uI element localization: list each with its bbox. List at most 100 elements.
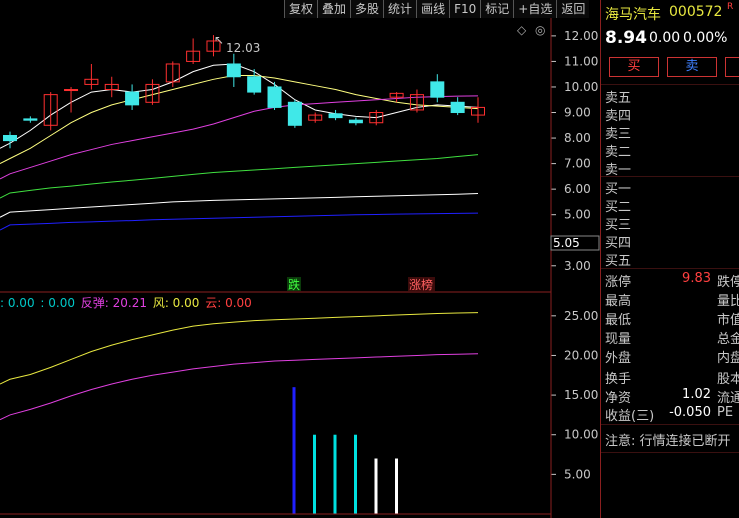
ob-buy-level: 买一 <box>605 182 632 197</box>
diamond-icon[interactable]: ◇ <box>517 23 527 37</box>
toolbar-button-3[interactable]: 统计 <box>383 0 417 18</box>
price-tick-label: 11.00 <box>564 54 598 68</box>
candle-body <box>247 76 262 93</box>
candle-body <box>104 83 119 91</box>
fall-event-label: 跌 <box>288 277 300 292</box>
settings-icon[interactable]: ◎ <box>535 23 545 37</box>
candle-body <box>389 92 404 98</box>
indicator-tick-label: 25.00 <box>564 309 598 323</box>
quote-label: 最低 <box>605 313 632 328</box>
quote-value: 1.02 <box>682 387 711 402</box>
candle-body <box>409 94 424 111</box>
toolbar-button-7[interactable]: +自选 <box>513 0 557 18</box>
candle-body <box>267 86 282 108</box>
candle-body <box>186 50 201 62</box>
legend-item-1: : 0.00 <box>40 296 79 310</box>
indicator-legend: 走: 0.00 : 0.00 反弹: 20.21 风: 0.00 云: 0.00 <box>0 294 252 311</box>
toolbar-button-0[interactable]: 复权 <box>284 0 318 18</box>
buy-button[interactable]: 买 <box>609 57 659 77</box>
current-price-label: 5.05 <box>553 236 580 250</box>
indicator-line <box>0 312 479 385</box>
kline-chart-area[interactable]: 12.0011.0010.009.008.007.006.005.003.00 … <box>0 0 600 518</box>
quote-label: 现量 <box>605 332 632 347</box>
current-price-box <box>550 235 600 251</box>
candle-body <box>3 135 17 142</box>
toolbar-button-8[interactable]: 返回 <box>556 0 590 18</box>
candle-body <box>287 101 302 126</box>
quote-label-secondary: 股本 <box>717 372 739 387</box>
toolbar-button-5[interactable]: F10 <box>449 0 481 18</box>
quote-label: 涨停 <box>605 275 632 290</box>
quote-label-secondary: 量比 <box>717 294 739 309</box>
high-price-label: 12.03 <box>226 41 260 55</box>
ob-buy-level: 买四 <box>605 236 632 251</box>
moving-average-line <box>0 192 479 218</box>
stock-name: 海马汽车 <box>605 7 661 23</box>
ob-buy-level: 买三 <box>605 218 632 233</box>
legend-item-0: 走: 0.00 <box>0 296 35 310</box>
candle-body <box>450 101 465 114</box>
moving-average-line <box>0 95 479 180</box>
candlestick-series <box>3 35 485 149</box>
ob-sell-level: 卖五 <box>605 91 632 106</box>
quote-label-secondary: 市值 <box>717 313 739 328</box>
candle-body <box>308 114 323 121</box>
limit-up-event-tag[interactable] <box>408 277 435 291</box>
quote-label: 外盘 <box>605 351 632 366</box>
price-tick-label: 3.00 <box>564 259 591 273</box>
indicator-bars <box>292 387 398 514</box>
indicator-tick-label: 5.00 <box>564 467 591 481</box>
indicator-axis: 25.00 20.00 15.00 10.00 5.00 <box>551 309 598 481</box>
ob-sell-level: 卖二 <box>605 145 632 160</box>
candle-body <box>348 119 363 124</box>
toolbar-button-4[interactable]: 画线 <box>416 0 450 18</box>
toolbar-button-2[interactable]: 多股 <box>350 0 384 18</box>
quote-label: 净资 <box>605 391 632 406</box>
indicator-bar <box>395 458 398 514</box>
candle-body <box>84 78 99 85</box>
ob-sell-level: 卖四 <box>605 109 632 124</box>
candle-body <box>43 94 58 126</box>
price-tick-label: 10.00 <box>564 80 598 94</box>
toolbar-button-1[interactable]: 叠加 <box>317 0 351 18</box>
indicator-tick-label: 20.00 <box>564 348 598 362</box>
moving-average-line <box>0 74 479 165</box>
quote-value: -0.050 <box>669 405 711 420</box>
moving-average-line <box>0 212 479 231</box>
last-price: 8.94 <box>605 28 647 48</box>
indicator-bar <box>354 434 357 514</box>
indicator-line <box>0 353 479 421</box>
limit-up-event-label: 涨榜 <box>409 277 433 292</box>
price-tick-label: 5.00 <box>564 208 591 222</box>
price-tick-label: 6.00 <box>564 182 591 196</box>
price-tick-label: 8.00 <box>564 131 591 145</box>
candle-body <box>125 91 140 106</box>
quote-value: 9.83 <box>682 271 711 286</box>
legend-item-2: 反弹: 20.21 <box>80 296 151 310</box>
price-change-pct: 0.00% <box>683 30 728 46</box>
price-axis: 12.00 11.00 10.00 9.00 8.00 7.00 6.00 5.00 3.00 <box>551 29 598 273</box>
indicator-bar <box>374 458 378 514</box>
more-button[interactable] <box>725 57 739 77</box>
sell-button[interactable]: 卖 <box>667 57 717 77</box>
quote-label-secondary: 流通 <box>717 391 739 406</box>
candle-body <box>471 106 485 116</box>
quote-label-secondary: 总金 <box>717 332 739 347</box>
candle-body <box>165 63 180 83</box>
candle-body <box>430 81 445 98</box>
quote-panel: 海马汽车 000572 R 8.94 0.00 0.00% 买 卖 卖五 卖四 卖三… <box>600 0 739 518</box>
toolbar-button-6[interactable]: 标记 <box>480 0 514 18</box>
price-change: 0.00 <box>649 30 681 46</box>
ob-sell-level: 卖一 <box>605 163 632 178</box>
ob-buy-level: 买二 <box>605 200 632 215</box>
high-marker-arrow: ↖ <box>214 33 224 47</box>
price-tick-label: 12.00 <box>564 29 598 43</box>
connection-notice: 注意: 行情连接已断开 <box>605 434 731 449</box>
candle-body <box>226 63 241 78</box>
quote-label: 收益(三) <box>605 409 655 424</box>
fall-event-tag[interactable] <box>287 277 301 291</box>
price-tick-label: 7.00 <box>564 157 591 171</box>
candle-body <box>328 113 343 119</box>
candle-body <box>145 83 160 103</box>
stock-code: 000572 <box>669 4 723 20</box>
